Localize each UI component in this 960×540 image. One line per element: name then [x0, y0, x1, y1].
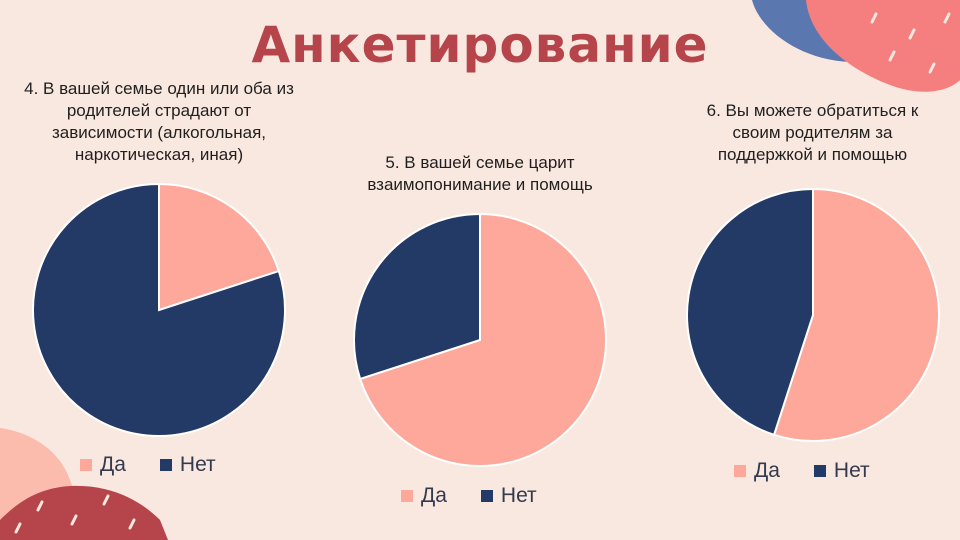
legend-swatch-yes — [734, 465, 746, 477]
legend-swatch-yes — [80, 459, 92, 471]
pie-slice-yes — [772, 187, 940, 442]
chart-3-legend: Да Нет — [734, 459, 894, 483]
decor-blob-red — [0, 485, 168, 540]
pie-slice-yes — [358, 212, 607, 467]
chart-3-pie — [686, 187, 940, 442]
legend-label-yes: Да — [754, 459, 780, 482]
chart-2-title-line-1: 5. В вашей семье царит — [385, 153, 575, 172]
legend-item-yes: Да — [401, 484, 447, 508]
chart-3-title-line-2: своим родителям за — [732, 123, 893, 142]
pie-slice-no — [32, 182, 286, 437]
legend-item-no: Нет — [159, 453, 216, 477]
chart-1-title-line-1: 4. В вашей семье один или оба из — [24, 79, 294, 98]
legend-label-yes: Да — [421, 484, 447, 507]
chart-2-pie — [353, 212, 607, 467]
chart-1-title-line-4: наркотическая, иная) — [74, 145, 244, 164]
chart-3-title-line-3: поддержкой и помощью — [717, 145, 908, 164]
decor-dashes-bottom — [14, 494, 136, 534]
chart-1-title: 4. В вашей семье один или оба из родител… — [0, 78, 318, 166]
legend-item-no: Нет — [480, 484, 537, 508]
pie-slice-yes — [158, 182, 281, 312]
legend-label-no: Нет — [833, 459, 870, 482]
legend-item-yes: Да — [734, 459, 780, 483]
chart-1-title-line-2: родителей страдают от — [66, 101, 252, 120]
chart-1-title-line-3: зависимости (алкогольная, — [52, 123, 266, 142]
legend-item-yes: Да — [80, 453, 126, 477]
chart-3-title-line-1: 6. Вы можете обратиться к — [706, 101, 919, 120]
chart-1-legend: Да Нет — [80, 453, 240, 477]
legend-swatch-no — [159, 459, 172, 471]
decor-dashes-top — [870, 12, 951, 74]
pie-slice-no — [353, 212, 481, 381]
page-title: Анкетирование — [251, 16, 709, 74]
pie-slice-no — [686, 187, 814, 437]
chart-1-pie — [32, 182, 286, 437]
legend-swatch-yes — [401, 490, 413, 502]
chart-2-title: 5. В вашей семье царит взаимопонимание и… — [330, 152, 630, 196]
legend-swatch-no — [480, 490, 493, 502]
chart-2-legend: Да Нет — [401, 484, 561, 508]
legend-label-no: Нет — [500, 484, 537, 507]
legend-label-yes: Да — [100, 453, 126, 476]
legend-label-no: Нет — [179, 453, 216, 476]
chart-2-title-line-2: взаимопонимание и помощь — [367, 175, 593, 194]
legend-item-no: Нет — [813, 459, 870, 483]
decor-blob-pink — [806, 0, 960, 92]
chart-3-title: 6. Вы можете обратиться к своим родителя… — [660, 100, 960, 166]
legend-swatch-no — [813, 465, 826, 477]
